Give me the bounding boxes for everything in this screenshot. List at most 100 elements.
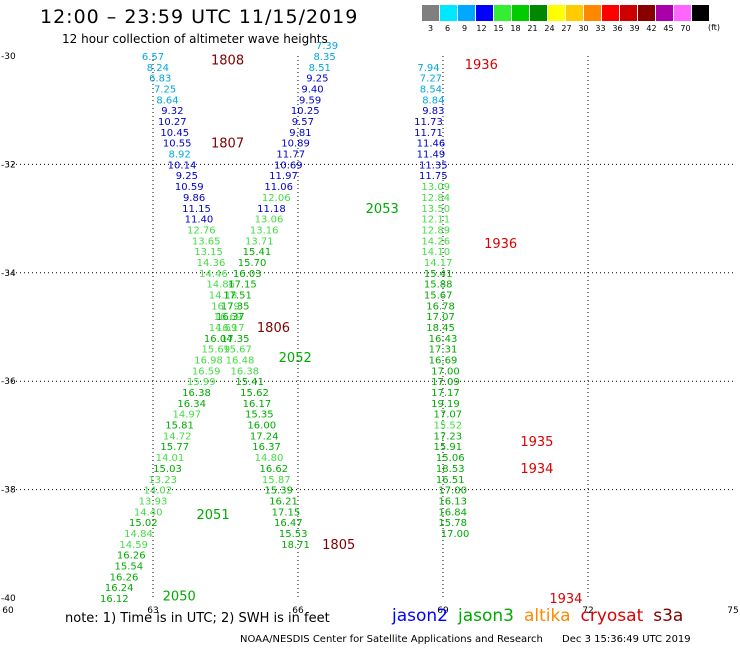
legend-swatch: [530, 5, 548, 21]
lat-tick-label: -32: [1, 160, 16, 170]
wave-height-label: 16.03: [233, 269, 262, 280]
wave-height-label: 12.06: [262, 193, 291, 204]
legend-label: 24: [544, 24, 555, 33]
wave-height-label: 15.69: [202, 345, 231, 356]
wave-height-label: 10.27: [158, 117, 187, 128]
legend-label: 36: [612, 24, 623, 33]
legend-swatch: [584, 5, 602, 21]
wave-height-label: 15.88: [424, 280, 453, 291]
legend-swatch: [440, 5, 458, 21]
legend-swatch: [602, 5, 620, 21]
wave-height-label: 16.43: [429, 334, 458, 345]
wave-height-label: 16.00: [247, 421, 276, 432]
wave-height-label: 14.84: [124, 529, 153, 540]
wave-height-label: 13.09: [421, 182, 450, 193]
wave-height-label: 16.37: [216, 312, 245, 323]
lon-tick-label: 63: [147, 606, 158, 616]
legend-unit: (ft): [708, 23, 721, 32]
wave-height-label: 11.49: [417, 150, 446, 161]
legend-swatch: [674, 5, 692, 21]
wave-height-label: 11.97: [269, 171, 298, 182]
wave-height-label: 11.75: [419, 171, 448, 182]
wave-height-label: 15.41: [235, 377, 264, 388]
wave-height-label: 9.81: [289, 128, 311, 139]
wave-height-label: 17.31: [429, 345, 458, 356]
lon-tick-label: 60: [2, 606, 14, 616]
wave-height-label: 14.01: [156, 453, 185, 464]
wave-height-label: 15.54: [115, 561, 144, 572]
wave-height-label: 15.81: [165, 421, 194, 432]
wave-height-label: 17.51: [223, 290, 252, 301]
wave-height-label: 16.26: [110, 572, 139, 583]
wave-height-label: 6.83: [149, 74, 171, 85]
wave-height-label: 10.69: [274, 160, 303, 171]
wave-height-label: 10.25: [291, 106, 320, 117]
wave-height-label: 16.37: [252, 442, 281, 453]
pass-time-label: 1934: [520, 462, 553, 477]
wave-height-label: 15.91: [434, 442, 463, 453]
wave-height-label: 17.35: [221, 334, 250, 345]
wave-height-label: 16.38: [182, 388, 211, 399]
credit-text: NOAA/NESDIS Center for Satellite Applica…: [240, 634, 543, 645]
wave-height-label: 13.93: [139, 496, 168, 507]
wave-height-label: 11.40: [185, 215, 214, 226]
pass-time-label: 1808: [211, 53, 244, 68]
wave-height-label: 14.72: [163, 431, 192, 442]
page-title: 12:00 – 23:59 UTC 11/15/2019: [40, 6, 359, 28]
wave-height-label: 11.71: [414, 128, 443, 139]
wave-height-label: 14.69: [209, 323, 238, 334]
wave-height-label: 18.71: [281, 540, 310, 551]
wave-height-label: 9.59: [299, 95, 321, 106]
wave-height-label: 16.21: [269, 496, 298, 507]
wave-height-label: 11.77: [276, 150, 305, 161]
wave-height-label: 7.27: [420, 74, 442, 85]
wave-height-label: 14.02: [144, 486, 173, 497]
legend-swatch: [458, 5, 476, 21]
lon-tick-label: 72: [582, 606, 593, 616]
wave-height-label: 12.89: [421, 225, 450, 236]
wave-height-label: 14.59: [119, 540, 148, 551]
wave-height-label: 7.94: [417, 63, 439, 74]
lon-tick-label: 75: [727, 606, 738, 616]
wave-height-label: 8.24: [147, 63, 169, 74]
legend-swatch: [512, 5, 530, 21]
wave-height-label: 16.26: [117, 551, 146, 562]
wave-height-label: 16.48: [226, 356, 255, 367]
wave-height-label: 11.06: [264, 182, 293, 193]
wave-height-label: 15.70: [238, 258, 267, 269]
wave-height-label: 9.83: [422, 106, 444, 117]
wave-height-label: 10.89: [281, 139, 310, 150]
wave-height-label: 15.62: [240, 388, 269, 399]
wave-height-label: 11.15: [182, 204, 211, 215]
wave-height-label: 13.71: [245, 236, 274, 247]
wave-height-label: 8.84: [422, 95, 444, 106]
wave-height-label: 14.97: [173, 410, 202, 421]
wave-height-label: 15.77: [160, 442, 189, 453]
wave-height-label: 15.41: [424, 269, 453, 280]
legend-swatch: [656, 5, 674, 21]
footer: NOAA/NESDIS Center for Satellite Applica…: [240, 634, 691, 645]
wave-height-label: 13.50: [421, 204, 450, 215]
wave-height-label: 17.00: [431, 366, 460, 377]
wave-height-label: 10.45: [160, 128, 189, 139]
wave-height-label: 7.39: [316, 41, 338, 52]
wave-height-label: 6.57: [142, 52, 164, 63]
wave-height-label: 17.17: [431, 388, 460, 399]
pass-time-label: 1936: [484, 237, 517, 252]
wave-height-label: 14.40: [134, 507, 163, 518]
wave-height-label: 16.12: [100, 594, 129, 605]
satellite-name-s3a: s3a: [653, 606, 684, 626]
pass-time-label: 2052: [279, 351, 312, 366]
wave-height-label: 14.46: [199, 269, 228, 280]
legend-label: 39: [629, 24, 640, 33]
wave-height-label: 9.40: [301, 85, 323, 96]
satellite-name-cryosat: cryosat: [580, 606, 644, 626]
legend-swatch: [638, 5, 656, 21]
wave-height-label: 15.06: [436, 453, 465, 464]
timestamp: Dec 3 15:36:49 UTC 2019: [562, 634, 691, 645]
wave-height-label: 17.07: [434, 410, 463, 421]
legend-label: 3: [427, 24, 434, 33]
wave-height-label: 15.53: [279, 529, 308, 540]
wave-height-label: 13.16: [250, 225, 279, 236]
wave-height-label: 15.35: [245, 410, 274, 421]
